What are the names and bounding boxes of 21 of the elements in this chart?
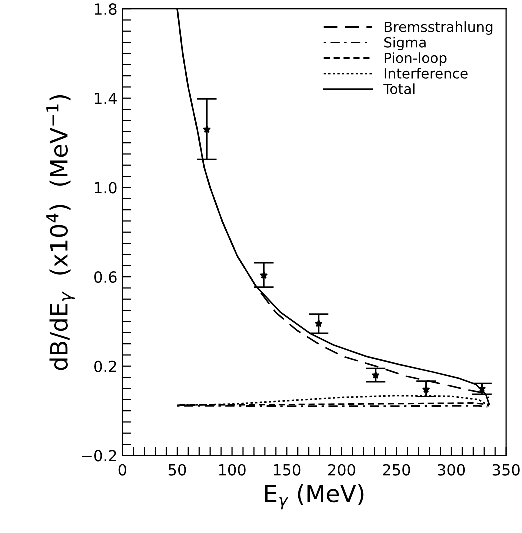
x-tick-label: 100: [219, 464, 246, 476]
legend-label: Sigma: [384, 37, 426, 51]
y-tick-label: 1.4: [95, 93, 117, 104]
x-tick-label: 250: [383, 464, 410, 476]
legend-label: Interference: [384, 68, 468, 79]
y-axis-title: dB/dE$_{γ}$ (x10$^{4}$) (MeV$^{−1}$): [46, 95, 75, 370]
legend-label: Total: [384, 84, 415, 94]
y-tick-label: 0.6: [94, 272, 117, 284]
x-tick-label: 300: [438, 464, 466, 476]
y-tick-label: 1.8: [95, 4, 117, 16]
x-tick-label: 200: [328, 464, 356, 476]
legend-label: Bremsstrahlung: [384, 22, 493, 36]
x-tick-label: 50: [168, 464, 186, 476]
y-tick-label: −0.2: [82, 450, 116, 462]
legend-label: Pion-loop: [384, 52, 447, 66]
x-tick-label: 0: [118, 464, 127, 476]
y-tick-label: 1.0: [95, 182, 117, 194]
x-tick-label: 350: [492, 464, 520, 476]
x-tick-label: 150: [274, 464, 301, 476]
x-axis-title: E$_{γ}$ (MeV): [265, 484, 364, 510]
y-tick-label: 0.2: [94, 360, 116, 372]
